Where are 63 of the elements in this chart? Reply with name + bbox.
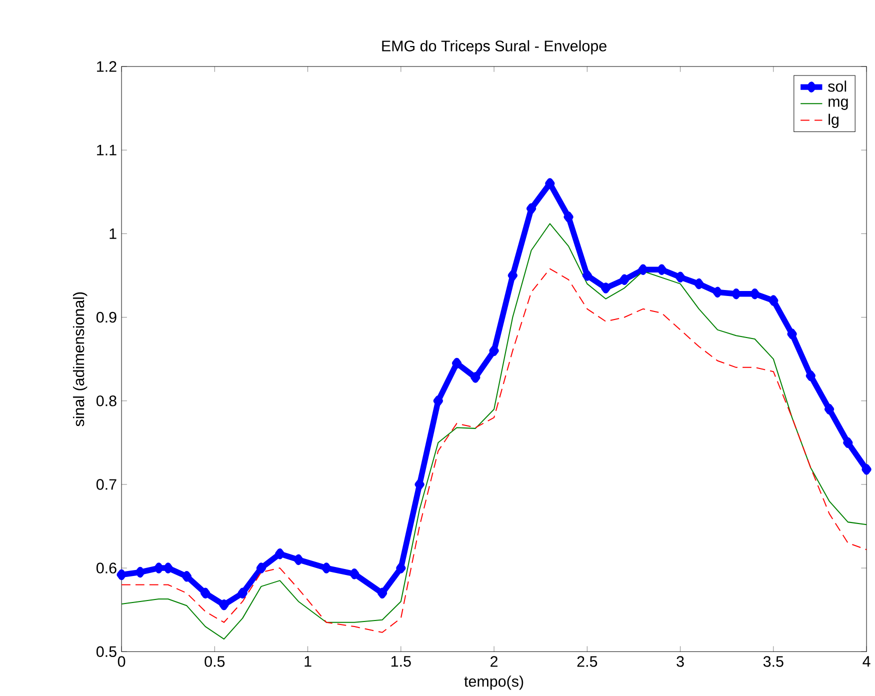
point <box>806 370 816 382</box>
y-tick-label: 1.1 <box>97 145 116 156</box>
y-tick-label: 0.8 <box>96 396 116 406</box>
x-tick-label: 4 <box>862 656 870 667</box>
legend-label: lg <box>828 114 838 128</box>
point <box>154 562 164 574</box>
point <box>489 346 499 356</box>
x-tick-label: 3 <box>676 656 684 668</box>
x-tick-label: 1.5 <box>391 656 411 667</box>
y-tick-label: 1 <box>110 228 116 240</box>
point <box>294 554 304 566</box>
point <box>564 212 574 223</box>
x-tick-label: 3.5 <box>763 656 784 668</box>
point <box>163 562 173 574</box>
point <box>135 567 145 578</box>
point <box>452 358 462 369</box>
point <box>182 571 192 582</box>
point <box>322 562 332 574</box>
legend-label: sol <box>828 80 846 92</box>
point <box>200 588 210 599</box>
point <box>526 203 536 214</box>
point <box>582 270 592 282</box>
point <box>656 264 666 276</box>
point <box>601 282 611 294</box>
point <box>862 464 872 476</box>
y-tick-label: 1.2 <box>97 61 116 72</box>
y-tick-label: 0.9 <box>96 312 116 323</box>
point <box>256 562 266 574</box>
point <box>238 588 248 599</box>
point <box>545 178 555 190</box>
x-tick-label: 2 <box>490 656 498 667</box>
point <box>638 264 648 276</box>
point <box>712 287 722 298</box>
y-tick-label: 0.5 <box>96 646 116 658</box>
point <box>396 562 406 574</box>
point <box>470 372 480 384</box>
point <box>694 278 704 290</box>
point <box>750 288 760 300</box>
point <box>620 274 630 286</box>
point <box>787 328 797 340</box>
x-axis-title: tempo(s) <box>464 676 524 690</box>
point <box>433 396 443 406</box>
y-tick-label: 0.7 <box>96 479 116 490</box>
point <box>219 600 229 610</box>
y-tick-label: 0.6 <box>96 562 116 574</box>
x-tick-label: 0 <box>118 656 126 668</box>
point <box>378 588 388 599</box>
point <box>350 568 360 580</box>
x-tick-label: 0.5 <box>204 656 225 668</box>
point <box>275 548 285 560</box>
y-axis-title: sinal (adimensional) <box>73 292 88 427</box>
legend-label: mg <box>828 98 848 110</box>
point <box>116 570 126 580</box>
chart-title: EMG do Triceps Sural - Envelope <box>382 40 606 55</box>
point <box>843 437 853 448</box>
x-tick-label: 2.5 <box>577 656 598 668</box>
point <box>768 295 778 306</box>
point <box>824 404 834 415</box>
point <box>676 272 686 283</box>
x-tick-label: 1 <box>304 656 312 667</box>
point <box>508 270 518 282</box>
point <box>414 479 424 490</box>
point <box>731 288 741 300</box>
